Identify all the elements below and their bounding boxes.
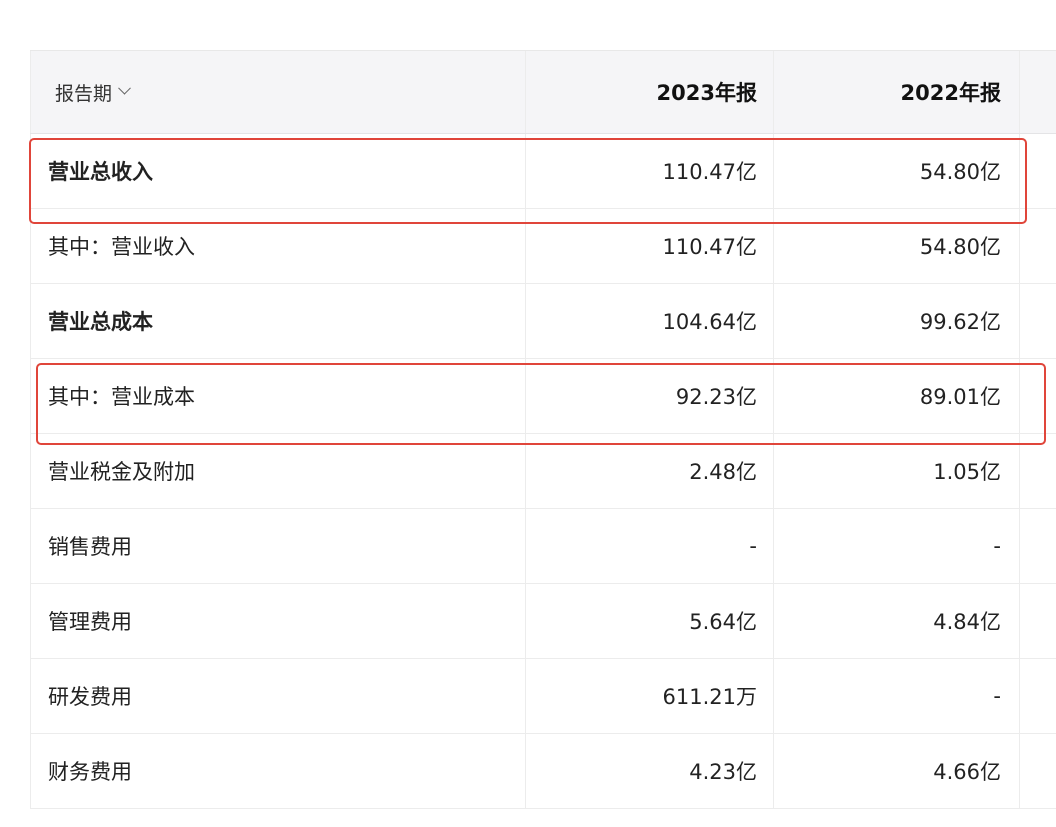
value-next	[1019, 734, 1056, 808]
value-next	[1019, 209, 1056, 283]
row-label: 营业总收入	[30, 134, 525, 208]
income-statement-table: 报告期 2023年报 2022年报 营业总收入 110.47亿 54.80亿 其…	[30, 50, 1056, 809]
row-label: 销售费用	[30, 509, 525, 583]
row-label: 财务费用	[30, 734, 525, 808]
value-2023: 92.23亿	[525, 359, 773, 433]
row-label: 其中：营业收入	[30, 209, 525, 283]
table-header-row: 报告期 2023年报 2022年报	[30, 51, 1056, 134]
value-next	[1019, 284, 1056, 358]
row-label: 营业总成本	[30, 284, 525, 358]
value-2022: 89.01亿	[773, 359, 1019, 433]
column-header-next	[1019, 51, 1056, 133]
table-row: 其中：营业成本 92.23亿 89.01亿	[30, 359, 1056, 434]
value-2023: -	[525, 509, 773, 583]
column-header-2023[interactable]: 2023年报	[525, 51, 773, 133]
value-next	[1019, 434, 1056, 508]
row-label: 其中：营业成本	[30, 359, 525, 433]
value-2023: 611.21万	[525, 659, 773, 733]
value-2022: 54.80亿	[773, 209, 1019, 283]
table-cutoff	[30, 818, 1056, 827]
table-row: 研发费用 611.21万 -	[30, 659, 1056, 734]
row-label: 营业税金及附加	[30, 434, 525, 508]
value-2022: 4.66亿	[773, 734, 1019, 808]
table-row: 管理费用 5.64亿 4.84亿	[30, 584, 1056, 659]
table-row: 营业总成本 104.64亿 99.62亿	[30, 284, 1056, 359]
value-2022: -	[773, 659, 1019, 733]
table-row: 其中：营业收入 110.47亿 54.80亿	[30, 209, 1056, 284]
value-2022: -	[773, 509, 1019, 583]
table-row: 营业税金及附加 2.48亿 1.05亿	[30, 434, 1056, 509]
row-label: 研发费用	[30, 659, 525, 733]
value-2023: 5.64亿	[525, 584, 773, 658]
value-2022: 54.80亿	[773, 134, 1019, 208]
value-2023: 104.64亿	[525, 284, 773, 358]
row-label: 管理费用	[30, 584, 525, 658]
value-next	[1019, 659, 1056, 733]
value-2022: 4.84亿	[773, 584, 1019, 658]
value-2023: 4.23亿	[525, 734, 773, 808]
period-selector-label: 报告期	[55, 82, 113, 105]
value-next	[1019, 134, 1056, 208]
value-2023: 110.47亿	[525, 134, 773, 208]
chevron-down-icon	[118, 81, 131, 95]
table-row: 营业总收入 110.47亿 54.80亿	[30, 134, 1056, 209]
value-next	[1019, 359, 1056, 433]
column-header-2022[interactable]: 2022年报	[773, 51, 1019, 133]
table-row: 销售费用 - -	[30, 509, 1056, 584]
table-row: 财务费用 4.23亿 4.66亿	[30, 734, 1056, 809]
value-2022: 99.62亿	[773, 284, 1019, 358]
value-next	[1019, 509, 1056, 583]
value-2023: 2.48亿	[525, 434, 773, 508]
value-2023: 110.47亿	[525, 209, 773, 283]
value-next	[1019, 584, 1056, 658]
value-2022: 1.05亿	[773, 434, 1019, 508]
period-selector[interactable]: 报告期	[30, 51, 525, 133]
